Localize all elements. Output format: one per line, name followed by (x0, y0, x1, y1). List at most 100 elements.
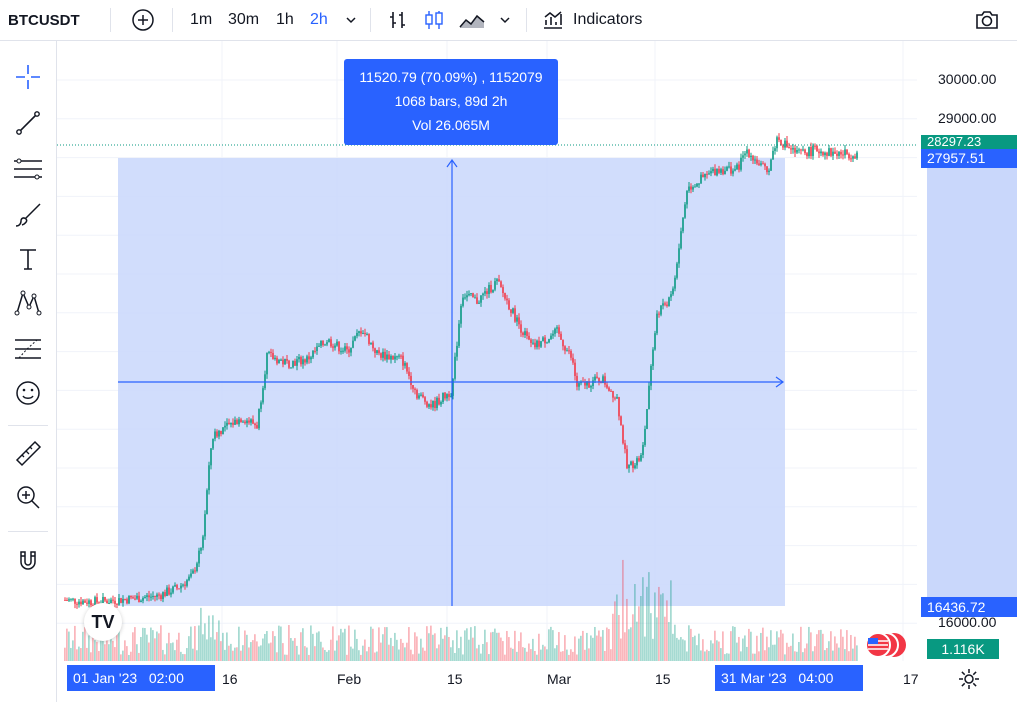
volume-bar (132, 632, 134, 661)
volume-bar (212, 615, 214, 661)
candle-body (644, 428, 646, 445)
volume-bar (674, 624, 676, 661)
chart-pane[interactable]: 11520.79 (70.09%) , 1152079 1068 bars, 8… (57, 41, 917, 661)
candle-body (738, 164, 740, 170)
candle-body (520, 324, 522, 333)
chart-settings-button[interactable] (957, 667, 981, 696)
volume-bar (736, 642, 738, 661)
emoji-tool[interactable] (12, 377, 44, 409)
trend-line-tool[interactable] (12, 107, 44, 139)
interval-1h[interactable]: 1h (276, 11, 294, 28)
candle-body (64, 599, 66, 601)
time-tick: Mar (547, 671, 572, 687)
candle-body (446, 394, 448, 399)
currency-flag-icon[interactable] (864, 631, 908, 659)
volume-bar (278, 625, 280, 661)
volume-bar (784, 654, 786, 661)
volume-bar (756, 635, 758, 661)
candle-body (798, 149, 800, 151)
chart-type-dropdown[interactable] (498, 0, 512, 40)
fib-tool[interactable] (12, 153, 44, 185)
candle-body (526, 331, 528, 336)
candle-body (256, 425, 258, 429)
volume-bar (546, 649, 548, 661)
indicators-button[interactable]: Indicators (541, 0, 642, 40)
candle-body (340, 351, 342, 353)
volume-bar (402, 642, 404, 661)
candle-body (772, 150, 774, 160)
candle-body (770, 159, 772, 171)
volume-bar (204, 623, 206, 661)
candle-body (298, 357, 300, 360)
price-axis[interactable]: 30000.0029000.0028000.0027000.0026000.00… (917, 41, 1017, 661)
tradingview-logo[interactable]: TV (84, 603, 122, 641)
candle-body (726, 166, 728, 171)
candle-body (572, 357, 574, 363)
candle-body (546, 342, 548, 344)
candle-body (768, 170, 770, 173)
volume-bar (184, 654, 186, 661)
candle-body (614, 397, 616, 399)
interval-1m[interactable]: 1m (190, 11, 213, 28)
volume-bar (820, 629, 822, 661)
volume-bar (616, 594, 618, 661)
volume-bar (290, 638, 292, 661)
text-tool[interactable] (12, 243, 44, 275)
candle-body (458, 323, 460, 346)
volume-bar (284, 654, 286, 661)
interval-2h[interactable]: 2h (310, 11, 328, 28)
candle-body (288, 360, 290, 368)
candles-style-button[interactable] (422, 0, 446, 40)
magnet-tool[interactable] (12, 545, 44, 577)
zoom-in-icon (17, 486, 40, 509)
volume-bar (188, 636, 190, 661)
candle-body (212, 438, 214, 449)
candle-body (694, 186, 696, 188)
symbol-name[interactable]: BTCUSDT (8, 11, 80, 29)
pattern-tool[interactable] (12, 287, 44, 319)
volume-bar (80, 648, 82, 661)
brush-tool[interactable] (12, 199, 44, 231)
zoom-in-tool[interactable] (12, 481, 44, 513)
candle-body (174, 585, 176, 587)
volume-bar (342, 632, 344, 661)
price-tick: 16000.00 (938, 614, 997, 631)
volume-bar (724, 654, 726, 661)
candle-body (124, 598, 126, 600)
volume-bar (582, 630, 584, 661)
compare-symbol-button[interactable] (131, 0, 155, 40)
candle-body (534, 342, 536, 348)
crosshair-tool[interactable] (12, 61, 44, 93)
screenshot-button[interactable] (974, 0, 1000, 40)
volume-bar (234, 647, 236, 661)
candle-body (390, 355, 392, 360)
divider (110, 8, 111, 32)
measure-tool[interactable] (12, 437, 44, 469)
area-chart-icon (459, 14, 485, 28)
candle-body (272, 352, 274, 359)
interval-30m[interactable]: 30m (228, 11, 260, 28)
volume-bar (744, 635, 746, 661)
time-axis[interactable]: 01 Jan '23 02:00 16 Feb 15 Mar 15 31 Mar… (57, 661, 1017, 702)
candle-body (532, 342, 534, 344)
candle-body (850, 158, 852, 160)
candle-body (816, 146, 818, 152)
volume-bar (438, 644, 440, 661)
candle-body (140, 600, 142, 603)
candle-body (470, 293, 472, 295)
bars-style-button[interactable] (386, 0, 410, 40)
candle-body (426, 401, 428, 407)
candle-body (104, 596, 106, 601)
candle-body (796, 150, 798, 153)
volume-bar (626, 598, 628, 661)
candle-body (88, 600, 90, 604)
price-chart[interactable] (57, 41, 917, 661)
candle-body (730, 166, 732, 174)
candle-body (252, 419, 254, 424)
area-style-button[interactable] (458, 0, 486, 40)
forecast-tool[interactable] (12, 333, 44, 365)
intervals-dropdown[interactable] (344, 0, 358, 40)
volume-bar (550, 626, 552, 661)
candle-body (488, 284, 490, 294)
candle-body (838, 151, 840, 156)
